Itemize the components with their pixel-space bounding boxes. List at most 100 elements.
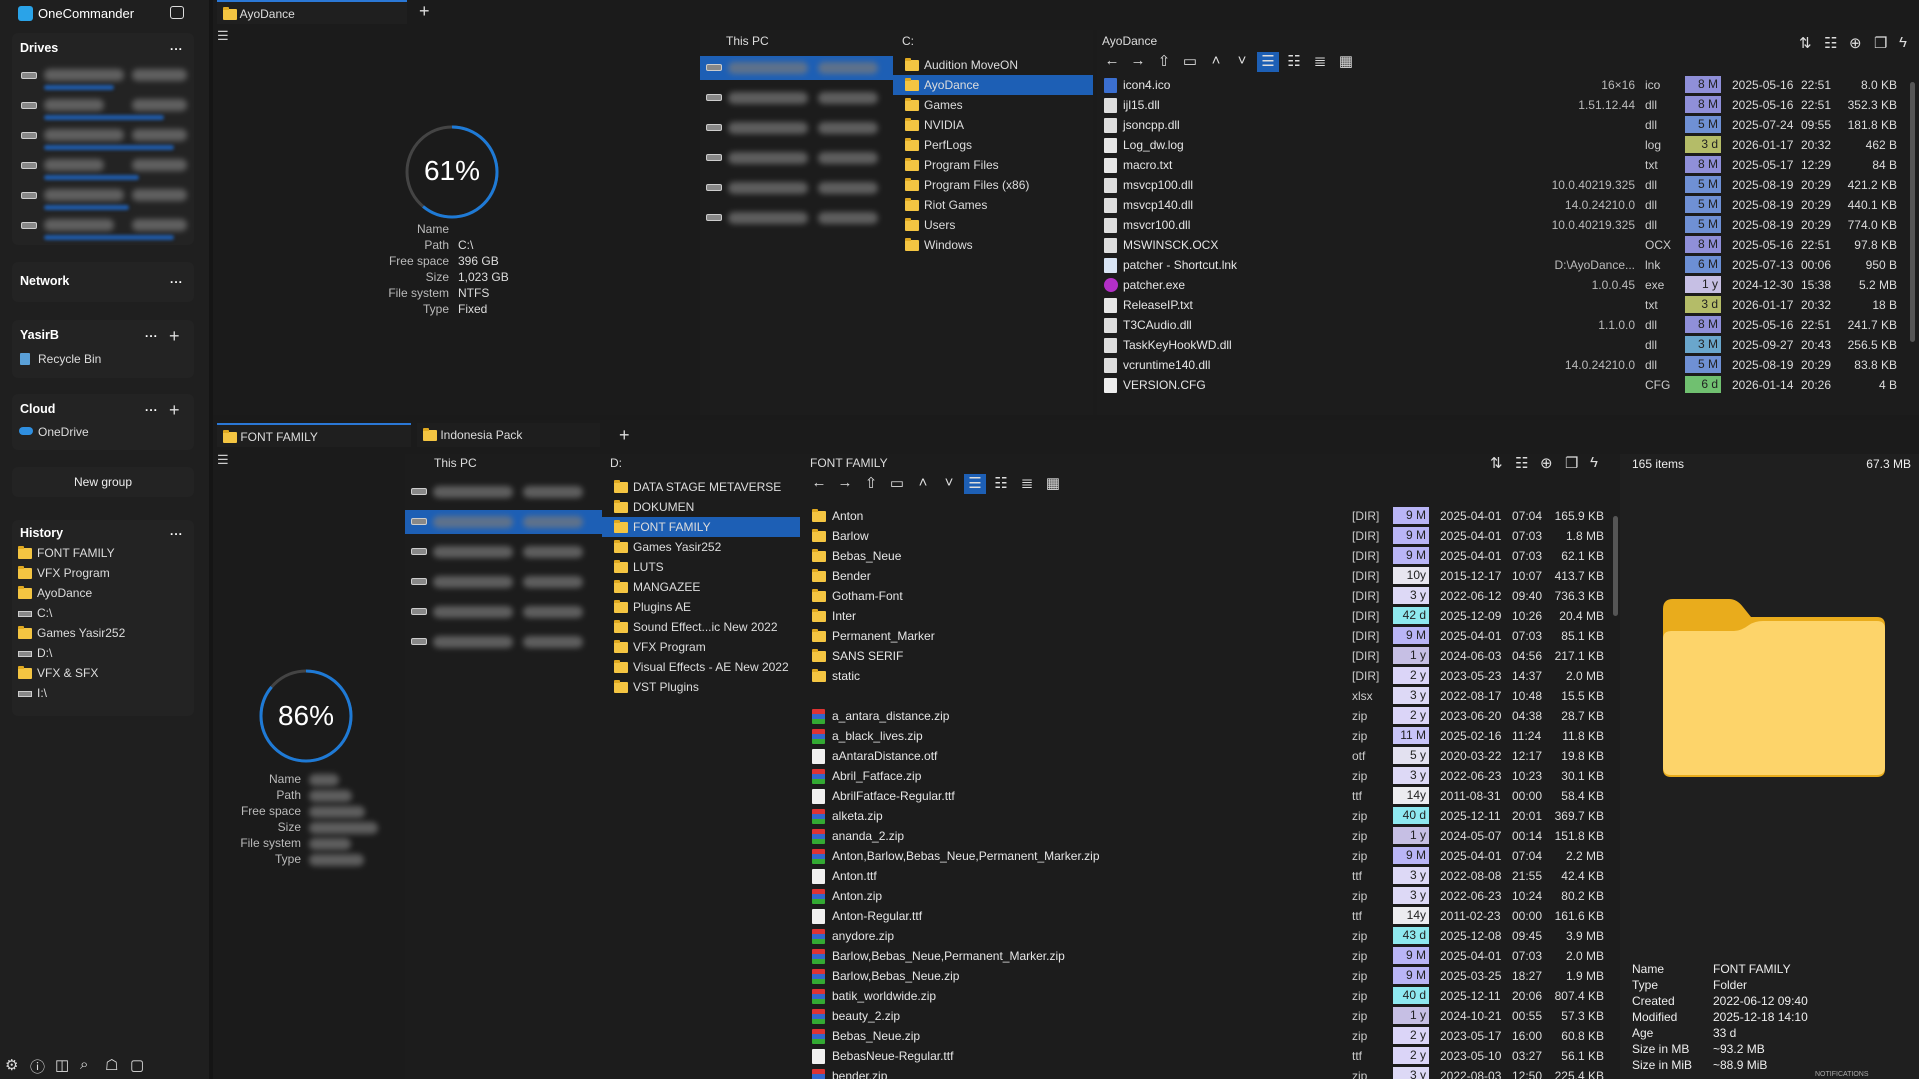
- list-view-icon[interactable]: ☷: [1287, 53, 1301, 70]
- drive-item[interactable]: [700, 116, 893, 140]
- file-row[interactable]: msvcp140.dll 14.0.24210.0 dll 5 M 2025-08-19…: [1097, 195, 1905, 215]
- new-tab-button[interactable]: +: [419, 1, 430, 21]
- file-row[interactable]: Inter [DIR] 42 d 2025-12-09 10:26 20.4 MB: [800, 606, 1606, 626]
- grid-view-icon[interactable]: ▦: [1338, 53, 1354, 70]
- sort-down-icon[interactable]: ˅: [1237, 52, 1247, 69]
- up-icon[interactable]: ⇧: [1157, 53, 1171, 70]
- folder-item[interactable]: Plugins AE: [602, 597, 800, 617]
- file-row[interactable]: SANS SERIF [DIR] 1 y 2024-06-03 04:56 217.1 K…: [800, 646, 1606, 666]
- file-row[interactable]: batik_worldwide.zip zip 40 d 2025-12-11 20:0…: [800, 986, 1606, 1006]
- user-more-button[interactable]: ...: [145, 326, 159, 340]
- file-row[interactable]: Bebas_Neue [DIR] 9 M 2025-04-01 07:03 62.1 KB: [800, 546, 1606, 566]
- history-item[interactable]: FONT FAMILY: [18, 546, 115, 560]
- folder-item[interactable]: Program Files: [893, 155, 1093, 175]
- folder-item[interactable]: Games Yasir252: [602, 537, 800, 557]
- new-window-icon[interactable]: [170, 6, 184, 19]
- drive-item[interactable]: [405, 600, 602, 624]
- history-item[interactable]: AyoDance: [18, 586, 92, 600]
- add-icon[interactable]: +: [169, 326, 180, 346]
- folder-item[interactable]: Windows: [893, 235, 1093, 255]
- file-row[interactable]: a_black_lives.zip zip 11 M 2025-02-16 11:24 1…: [800, 726, 1606, 746]
- drive-name-redacted[interactable]: [44, 99, 104, 111]
- clipboard-icon[interactable]: ❐: [1565, 455, 1579, 472]
- drive-name-redacted[interactable]: [44, 219, 114, 231]
- file-row[interactable]: xlsx 3 y 2022-08-17 10:48 15.5 KB: [800, 686, 1606, 706]
- folder-item[interactable]: Games: [893, 95, 1093, 115]
- folder-item[interactable]: Users: [893, 215, 1093, 235]
- scrollbar[interactable]: [1910, 82, 1915, 342]
- folder-item[interactable]: Sound Effect...ic New 2022: [602, 617, 800, 637]
- file-row[interactable]: Log_dw.log log 3 d 2026-01-17 20:32 462 B: [1097, 135, 1905, 155]
- folder-item[interactable]: VFX Program: [602, 637, 800, 657]
- drive-name-redacted[interactable]: [44, 69, 124, 81]
- file-row[interactable]: BebasNeue-Regular.ttf ttf 2 y 2023-05-10 03:…: [800, 1046, 1606, 1066]
- file-row[interactable]: Barlow [DIR] 9 M 2025-04-01 07:03 1.8 MB: [800, 526, 1606, 546]
- lightning-icon[interactable]: ϟ: [1899, 34, 1907, 51]
- drive-item[interactable]: [700, 176, 893, 200]
- history-item[interactable]: I:\: [18, 686, 47, 700]
- file-row[interactable]: patcher.exe 1.0.0.45 exe 1 y 2024-12-30 15:38…: [1097, 275, 1905, 295]
- drive-name-redacted[interactable]: [44, 189, 124, 201]
- file-row[interactable]: ReleaseIP.txt txt 3 d 2026-01-17 20:32 18 B: [1097, 295, 1905, 315]
- new-group-button[interactable]: New group: [12, 467, 194, 497]
- sort-icon[interactable]: ⇅: [1490, 455, 1503, 472]
- new-folder-icon[interactable]: ▭: [1182, 53, 1198, 70]
- drive-name-redacted[interactable]: [44, 129, 124, 141]
- file-row[interactable]: AbrilFatface-Regular.ttf ttf 14y 2011-08-31…: [800, 786, 1606, 806]
- forward-icon[interactable]: →: [837, 474, 853, 491]
- details-view-icon[interactable]: ☰: [1257, 52, 1279, 72]
- forward-icon[interactable]: →: [1130, 52, 1146, 69]
- new-window-icon[interactable]: ▢: [130, 1057, 145, 1074]
- clipboard-icon[interactable]: ❐: [1874, 35, 1888, 52]
- history-more-button[interactable]: ...: [170, 524, 184, 538]
- grid-view-icon[interactable]: ▦: [1045, 475, 1061, 492]
- history-item[interactable]: C:\: [18, 606, 52, 620]
- add-circle-icon[interactable]: ⊕: [1540, 455, 1553, 472]
- file-row[interactable]: ananda_2.zip zip 1 y 2024-05-07 00:14 151.8 K…: [800, 826, 1606, 846]
- columns-icon[interactable]: ☷: [1515, 455, 1529, 472]
- file-row[interactable]: TaskKeyHookWD.dll dll 3 M 2025-09-27 20:43 25…: [1097, 335, 1905, 355]
- search-icon[interactable]: ⌕: [80, 1056, 89, 1073]
- drive-item[interactable]: [405, 570, 602, 594]
- tab-ayodance[interactable]: AyoDance: [217, 0, 407, 24]
- file-row[interactable]: beauty_2.zip zip 1 y 2024-10-21 00:55 57.3 KB: [800, 1006, 1606, 1026]
- sort-down-icon[interactable]: ˅: [944, 474, 954, 491]
- tab-font-family[interactable]: FONT FAMILY: [217, 423, 411, 447]
- history-item[interactable]: VFX Program: [18, 566, 110, 580]
- folder-item[interactable]: MANGAZEE: [602, 577, 800, 597]
- new-folder-icon[interactable]: ▭: [889, 475, 905, 492]
- folder-item[interactable]: DATA STAGE METAVERSE: [602, 477, 800, 497]
- file-row[interactable]: Anton [DIR] 9 M 2025-04-01 07:04 165.9 KB: [800, 506, 1606, 526]
- file-row[interactable]: ijl15.dll 1.51.12.44 dll 8 M 2025-05-16 22:51…: [1097, 95, 1905, 115]
- columns-icon[interactable]: ☷: [1824, 35, 1838, 52]
- menu-icon[interactable]: ☰: [217, 28, 229, 43]
- file-row[interactable]: Bebas_Neue.zip zip 2 y 2023-05-17 16:00 60.8 …: [800, 1026, 1606, 1046]
- drive-item[interactable]: [405, 630, 602, 654]
- file-row[interactable]: Bender [DIR] 10y 2015-12-17 10:07 413.7 KB: [800, 566, 1606, 586]
- file-row[interactable]: Anton.ttf ttf 3 y 2022-08-08 21:55 42.4 KB: [800, 866, 1606, 886]
- back-icon[interactable]: ←: [811, 474, 827, 491]
- scrollbar[interactable]: [1613, 516, 1618, 616]
- drive-item[interactable]: [405, 540, 602, 564]
- folder-item[interactable]: LUTS: [602, 557, 800, 577]
- folder-item[interactable]: PerfLogs: [893, 135, 1093, 155]
- network-more-button[interactable]: ...: [170, 272, 184, 286]
- folder-item[interactable]: Audition MoveON: [893, 55, 1093, 75]
- file-row[interactable]: Barlow,Bebas_Neue,Permanent_Marker.zip zi…: [800, 946, 1606, 966]
- file-row[interactable]: MSWINSCK.OCX OCX 8 M 2025-05-16 22:51 97.8 KB: [1097, 235, 1905, 255]
- lightning-icon[interactable]: ϟ: [1590, 454, 1598, 471]
- history-item[interactable]: VFX & SFX: [18, 666, 98, 680]
- folder-item[interactable]: Program Files (x86): [893, 175, 1093, 195]
- file-row[interactable]: aAntaraDistance.otf otf 5 y 2020-03-22 12:17…: [800, 746, 1606, 766]
- cloud-more-button[interactable]: ...: [145, 400, 159, 414]
- drive-item[interactable]: [405, 510, 602, 534]
- file-row[interactable]: Anton-Regular.ttf ttf 14y 2011-02-23 00:00 16…: [800, 906, 1606, 926]
- file-row[interactable]: Permanent_Marker [DIR] 9 M 2025-04-01 07:03 8…: [800, 626, 1606, 646]
- file-row[interactable]: icon4.ico 16×16 ico 8 M 2025-05-16 22:51 8.0 K…: [1097, 75, 1905, 95]
- file-row[interactable]: Anton,Barlow,Bebas_Neue,Permanent_Marker…: [800, 846, 1606, 866]
- new-tab-button[interactable]: +: [619, 425, 630, 445]
- drive-item[interactable]: [700, 86, 893, 110]
- tree-view-icon[interactable]: ≣: [1313, 53, 1327, 70]
- file-row[interactable]: anydore.zip zip 43 d 2025-12-08 09:45 3.9 MB: [800, 926, 1606, 946]
- details-view-icon[interactable]: ☰: [964, 474, 986, 494]
